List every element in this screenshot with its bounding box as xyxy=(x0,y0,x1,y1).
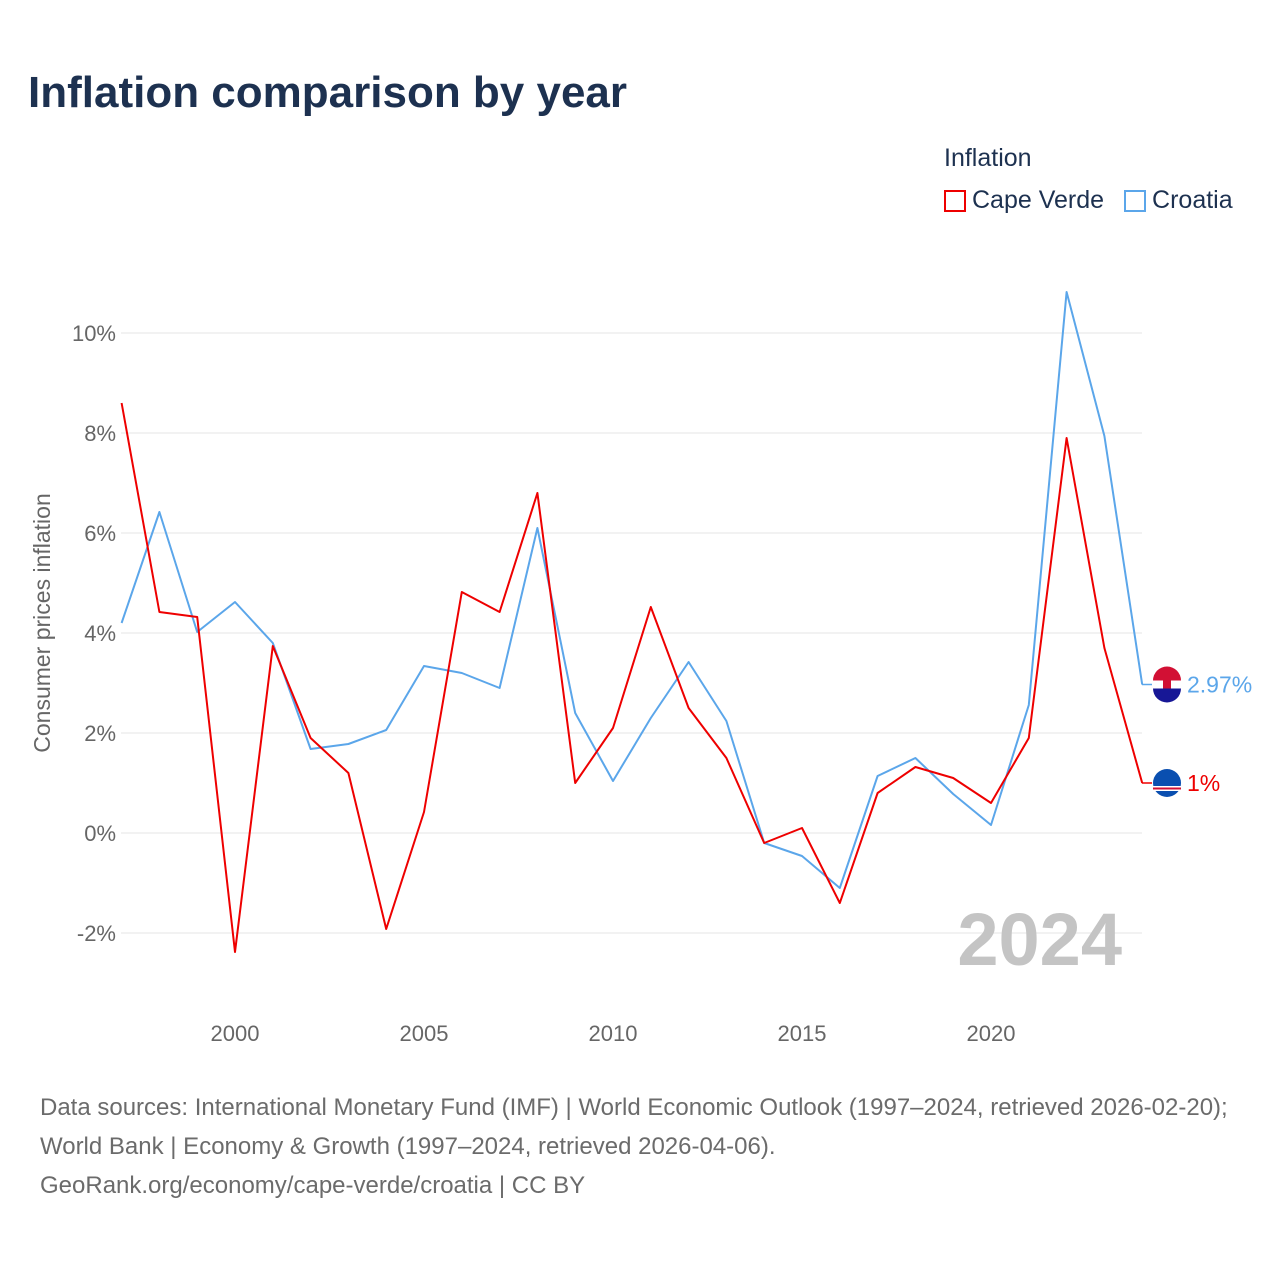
legend-item-croatia[interactable]: Croatia xyxy=(1124,186,1233,215)
legend-label: Cape Verde xyxy=(972,186,1105,214)
legend-item-cape-verde[interactable]: Cape Verde xyxy=(944,186,1104,215)
flag-bg xyxy=(1153,769,1181,797)
flag-stripe xyxy=(1153,666,1181,681)
end-value-label: 1% xyxy=(1187,770,1220,796)
legend: Cape Verde Croatia xyxy=(944,186,1233,215)
source-link[interactable]: GeoRank.org/economy/cape-verde/croatia |… xyxy=(40,1172,586,1199)
series-lines xyxy=(120,291,1144,953)
y-tick-label: 0% xyxy=(84,821,116,846)
x-tick-label: 2015 xyxy=(778,1021,827,1046)
y-tick-label: -2% xyxy=(77,921,116,946)
end-value-label: 2.97% xyxy=(1187,672,1252,698)
watermark-year: 2024 xyxy=(957,898,1122,981)
y-tick-label: 8% xyxy=(84,421,116,446)
y-tick-label: 6% xyxy=(84,521,116,546)
y-tick-label: 2% xyxy=(84,721,116,746)
flag-stripe xyxy=(1153,787,1181,790)
y-axis: -2% 0% 2% 4% 6% 8% 10% xyxy=(72,321,116,946)
x-tick-label: 2020 xyxy=(967,1021,1016,1046)
footer: Data sources: International Monetary Fun… xyxy=(40,1088,1250,1205)
croatia-flag-icon xyxy=(1153,666,1181,703)
chart-title: Inflation comparison by year xyxy=(28,68,628,117)
y-tick-label: 4% xyxy=(84,621,116,646)
legend-label: Croatia xyxy=(1152,186,1233,214)
x-tick-label: 2010 xyxy=(589,1021,638,1046)
flag-shield xyxy=(1163,679,1171,689)
y-tick-label: 10% xyxy=(72,321,116,346)
line-chart: 2024 -2%0%2%4%6%8%10% 2000 2005 2010 2015 20… xyxy=(29,291,1252,1046)
x-axis: 2000 2005 2010 2015 2020 xyxy=(211,1021,1016,1046)
y-axis-label: Consumer prices inflation xyxy=(29,493,55,753)
series-line-croatia xyxy=(120,291,1144,889)
flag-stripe xyxy=(1153,688,1181,703)
legend-swatch-cape-verde xyxy=(944,189,966,212)
cape-verde-flag-icon xyxy=(1153,769,1181,797)
series-line-cape-verde xyxy=(120,402,1144,953)
legend-swatch-croatia xyxy=(1124,189,1147,212)
gridlines xyxy=(121,332,1142,934)
data-sources: Data sources: International Monetary Fun… xyxy=(40,1094,1228,1160)
x-tick-label: 2005 xyxy=(400,1021,449,1046)
x-tick-label: 2000 xyxy=(211,1021,260,1046)
legend-title: Inflation xyxy=(944,144,1032,172)
end-labels: 2.97% 1% xyxy=(1142,666,1252,797)
